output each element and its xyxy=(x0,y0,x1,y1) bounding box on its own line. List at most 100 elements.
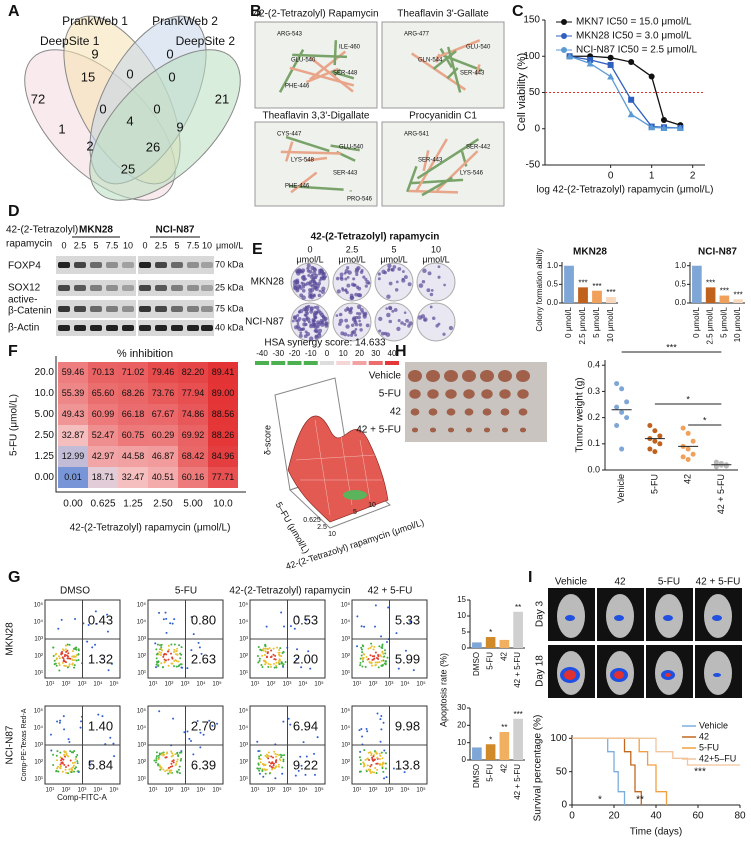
signal-core xyxy=(564,670,576,680)
residue-label: LYS-548 xyxy=(291,158,315,164)
colorbar-label: 10 xyxy=(339,349,348,358)
event-dot xyxy=(300,666,303,669)
band xyxy=(106,325,118,331)
event-dot xyxy=(361,651,364,654)
event-dot xyxy=(282,663,285,666)
event-dot xyxy=(63,728,66,731)
event-dot xyxy=(267,662,270,665)
event-dot xyxy=(173,643,176,646)
label: 0 xyxy=(307,244,312,254)
colony-dot xyxy=(383,270,387,275)
event-dot xyxy=(364,665,367,668)
event-dot xyxy=(173,660,176,663)
venn-set-label: PrankWeb 2 xyxy=(152,14,218,28)
heat-cell xyxy=(208,425,238,446)
size-label: 40 kDa xyxy=(215,322,244,332)
event-dot xyxy=(267,751,270,754)
y-tick-label: 0.0 xyxy=(547,298,559,307)
event-dot xyxy=(60,652,63,655)
panel-label: F xyxy=(8,343,18,360)
colony-dot xyxy=(351,329,357,335)
event-dot xyxy=(171,765,174,768)
y-tick-label: 0.5 xyxy=(547,279,559,288)
x-tick-label: 10³ xyxy=(385,682,394,688)
event-dot xyxy=(53,659,56,662)
event-dot xyxy=(367,751,370,754)
event-dot xyxy=(379,718,382,721)
colony-dot xyxy=(347,270,352,275)
x-tick-label: 10¹ xyxy=(149,788,158,794)
bar xyxy=(513,611,523,648)
event-dot xyxy=(359,759,362,762)
protein-label: active- xyxy=(8,295,37,306)
band xyxy=(122,306,134,312)
event-dot xyxy=(379,654,382,657)
colony-dot xyxy=(303,319,307,323)
legend-label: NCI-N87 IC50 = 2.5 μmol/L xyxy=(576,45,698,56)
colony-dot xyxy=(299,293,304,298)
x-tick-label: 10³ xyxy=(181,788,190,794)
event-dot xyxy=(369,771,372,774)
colony-dot xyxy=(308,269,313,274)
event-dot xyxy=(170,755,173,758)
colony-dot xyxy=(431,316,436,320)
dot xyxy=(624,415,630,421)
event-dot xyxy=(265,625,268,628)
event-dot xyxy=(363,763,366,766)
cell-label: 89.00 xyxy=(212,388,235,398)
colony-dot xyxy=(312,271,317,276)
event-dot xyxy=(190,740,193,743)
colony-dot xyxy=(335,276,340,281)
significance: * xyxy=(598,795,602,806)
colony-dot xyxy=(316,309,321,314)
colorbar-segment xyxy=(385,361,399,365)
y-tick-label: 10⁵ xyxy=(137,708,147,715)
event-dot xyxy=(370,763,373,766)
event-dot xyxy=(159,653,162,656)
event-dot xyxy=(167,658,170,661)
colony-dot xyxy=(354,322,359,327)
x-tick-label: 10² xyxy=(62,682,71,688)
event-dot xyxy=(274,654,277,657)
event-dot xyxy=(162,655,165,658)
event-dot xyxy=(302,741,305,744)
quadrant-value: 0.80 xyxy=(191,612,216,627)
y-axis-label: Apoptosis rate (%) xyxy=(438,653,448,727)
band xyxy=(155,325,167,331)
event-dot xyxy=(367,647,370,650)
heat-cell xyxy=(148,383,178,404)
event-dot xyxy=(293,627,296,630)
event-dot xyxy=(358,729,361,732)
event-dot xyxy=(403,771,406,774)
heat-cell xyxy=(58,383,88,404)
dot xyxy=(718,462,724,468)
event-dot xyxy=(107,669,110,672)
dose-label: 2.5 xyxy=(155,240,168,250)
event-dot xyxy=(177,660,180,663)
band xyxy=(58,262,70,268)
y-tick-label: 30 xyxy=(457,703,466,712)
event-dot xyxy=(295,657,298,660)
dose-label: 0 xyxy=(142,240,147,250)
significance: * xyxy=(489,735,492,744)
y-tick-label: 10.0 xyxy=(35,388,55,399)
event-dot xyxy=(275,666,278,669)
event-dot xyxy=(360,728,363,731)
event-dot xyxy=(180,751,183,754)
colony-dot xyxy=(354,292,359,297)
event-dot xyxy=(52,753,55,756)
event-dot xyxy=(175,649,178,652)
residue-label: LYS-546 xyxy=(460,171,484,177)
event-dot xyxy=(279,647,282,650)
event-dot xyxy=(296,648,299,651)
significance: ** xyxy=(636,795,644,806)
venn-count: 25 xyxy=(121,161,135,176)
event-dot xyxy=(380,728,383,731)
event-dot xyxy=(58,664,61,667)
x-tick-label: 10¹ xyxy=(149,682,158,688)
colony-dot xyxy=(394,288,399,292)
bar xyxy=(513,718,523,760)
event-dot xyxy=(359,657,362,660)
colony-dot xyxy=(356,304,362,310)
band xyxy=(90,306,102,312)
